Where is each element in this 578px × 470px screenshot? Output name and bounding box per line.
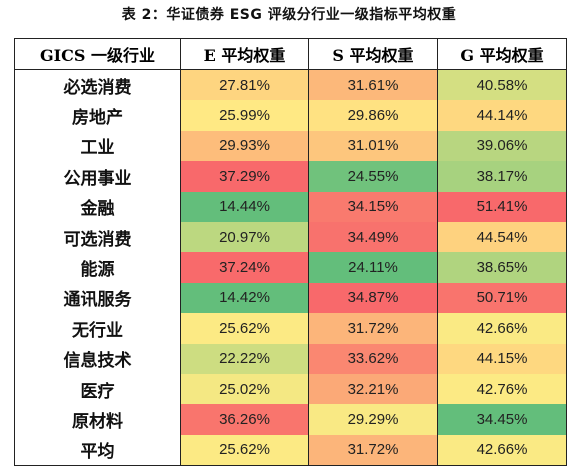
table-row: 平均 25.62% 31.72% 42.66% — [14, 434, 567, 467]
s-weight-cell: 29.29% — [308, 404, 438, 435]
e-weight-cell: 14.44% — [180, 191, 309, 222]
g-weight-cell: 38.17% — [437, 161, 567, 192]
g-weight-cell: 42.66% — [437, 434, 567, 467]
table-title: 表 2：华证债券 ESG 评级分行业一级指标平均权重 — [121, 7, 457, 23]
industry-cell: 金融 — [14, 191, 181, 222]
g-weight-cell: 42.76% — [437, 373, 567, 405]
e-weight-cell: 25.99% — [180, 100, 309, 131]
table-row: 房地产 25.99% 29.86% 44.14% — [14, 100, 567, 131]
g-weight-cell: 39.06% — [437, 130, 567, 162]
e-weight-cell: 25.62% — [180, 434, 309, 467]
table-row: 公用事业 37.29% 24.55% 38.17% — [14, 161, 567, 192]
g-weight-cell: 51.41% — [437, 191, 567, 222]
industry-cell: 原材料 — [14, 404, 181, 435]
table-body: 必选消费 27.81% 31.61% 40.58% 房地产 25.99% 29.86% 44.… — [14, 69, 567, 467]
industry-cell: 无行业 — [14, 313, 181, 344]
s-weight-cell: 33.62% — [308, 343, 438, 374]
industry-cell: 医疗 — [14, 373, 181, 405]
table-row: 无行业 25.62% 31.72% 42.66% — [14, 313, 567, 344]
industry-cell: 公用事业 — [14, 161, 181, 192]
e-weight-cell: 37.29% — [180, 161, 309, 192]
industry-cell: 工业 — [14, 130, 181, 162]
industry-cell: 信息技术 — [14, 343, 181, 374]
table-row: 必选消费 27.81% 31.61% 40.58% — [14, 69, 567, 101]
table-row: 通讯服务 14.42% 34.87% 50.71% — [14, 282, 567, 314]
g-weight-cell: 50.71% — [437, 282, 567, 314]
e-weight-cell: 37.24% — [180, 252, 309, 283]
industry-cell: 房地产 — [14, 100, 181, 131]
e-weight-cell: 27.81% — [180, 69, 309, 101]
table-row: 原材料 36.26% 29.29% 34.45% — [14, 404, 567, 435]
e-weight-cell: 25.62% — [180, 313, 309, 344]
s-weight-cell: 31.72% — [308, 313, 438, 344]
s-weight-cell: 31.01% — [308, 130, 438, 162]
table-row: 金融 14.44% 34.15% 51.41% — [14, 191, 567, 222]
weights-table: GICS 一级行业 E 平均权重 S 平均权重 G 平均权重 必选消费 27.81… — [14, 38, 567, 467]
header-row: GICS 一级行业 E 平均权重 S 平均权重 G 平均权重 — [14, 38, 567, 70]
table-row: 信息技术 22.22% 33.62% 44.15% — [14, 343, 567, 374]
table-row: 能源 37.24% 24.11% 38.65% — [14, 252, 567, 283]
s-weight-cell: 34.87% — [308, 282, 438, 314]
industry-cell: 能源 — [14, 252, 181, 283]
s-weight-cell: 34.49% — [308, 221, 438, 253]
industry-cell: 平均 — [14, 434, 181, 467]
e-weight-cell: 22.22% — [180, 343, 309, 374]
industry-cell: 必选消费 — [14, 69, 181, 101]
header-industry: GICS 一级行业 — [14, 38, 181, 70]
e-weight-cell: 36.26% — [180, 404, 309, 435]
g-weight-cell: 42.66% — [437, 313, 567, 344]
header-e-weight: E 平均权重 — [180, 38, 309, 70]
s-weight-cell: 29.86% — [308, 100, 438, 131]
g-weight-cell: 40.58% — [437, 69, 567, 101]
s-weight-cell: 31.61% — [308, 69, 438, 101]
s-weight-cell: 32.21% — [308, 373, 438, 405]
g-weight-cell: 34.45% — [437, 404, 567, 435]
s-weight-cell: 24.55% — [308, 161, 438, 192]
table-row: 可选消费 20.97% 34.49% 44.54% — [14, 221, 567, 253]
s-weight-cell: 31.72% — [308, 434, 438, 467]
industry-cell: 通讯服务 — [14, 282, 181, 314]
header-g-weight: G 平均权重 — [437, 38, 567, 70]
e-weight-cell: 14.42% — [180, 282, 309, 314]
e-weight-cell: 29.93% — [180, 130, 309, 162]
table-row: 医疗 25.02% 32.21% 42.76% — [14, 373, 567, 405]
e-weight-cell: 20.97% — [180, 221, 309, 253]
g-weight-cell: 44.15% — [437, 343, 567, 374]
g-weight-cell: 38.65% — [437, 252, 567, 283]
s-weight-cell: 34.15% — [308, 191, 438, 222]
s-weight-cell: 24.11% — [308, 252, 438, 283]
header-s-weight: S 平均权重 — [308, 38, 438, 70]
industry-cell: 可选消费 — [14, 221, 181, 253]
e-weight-cell: 25.02% — [180, 373, 309, 405]
g-weight-cell: 44.54% — [437, 221, 567, 253]
g-weight-cell: 44.14% — [437, 100, 567, 131]
table-row: 工业 29.93% 31.01% 39.06% — [14, 130, 567, 162]
